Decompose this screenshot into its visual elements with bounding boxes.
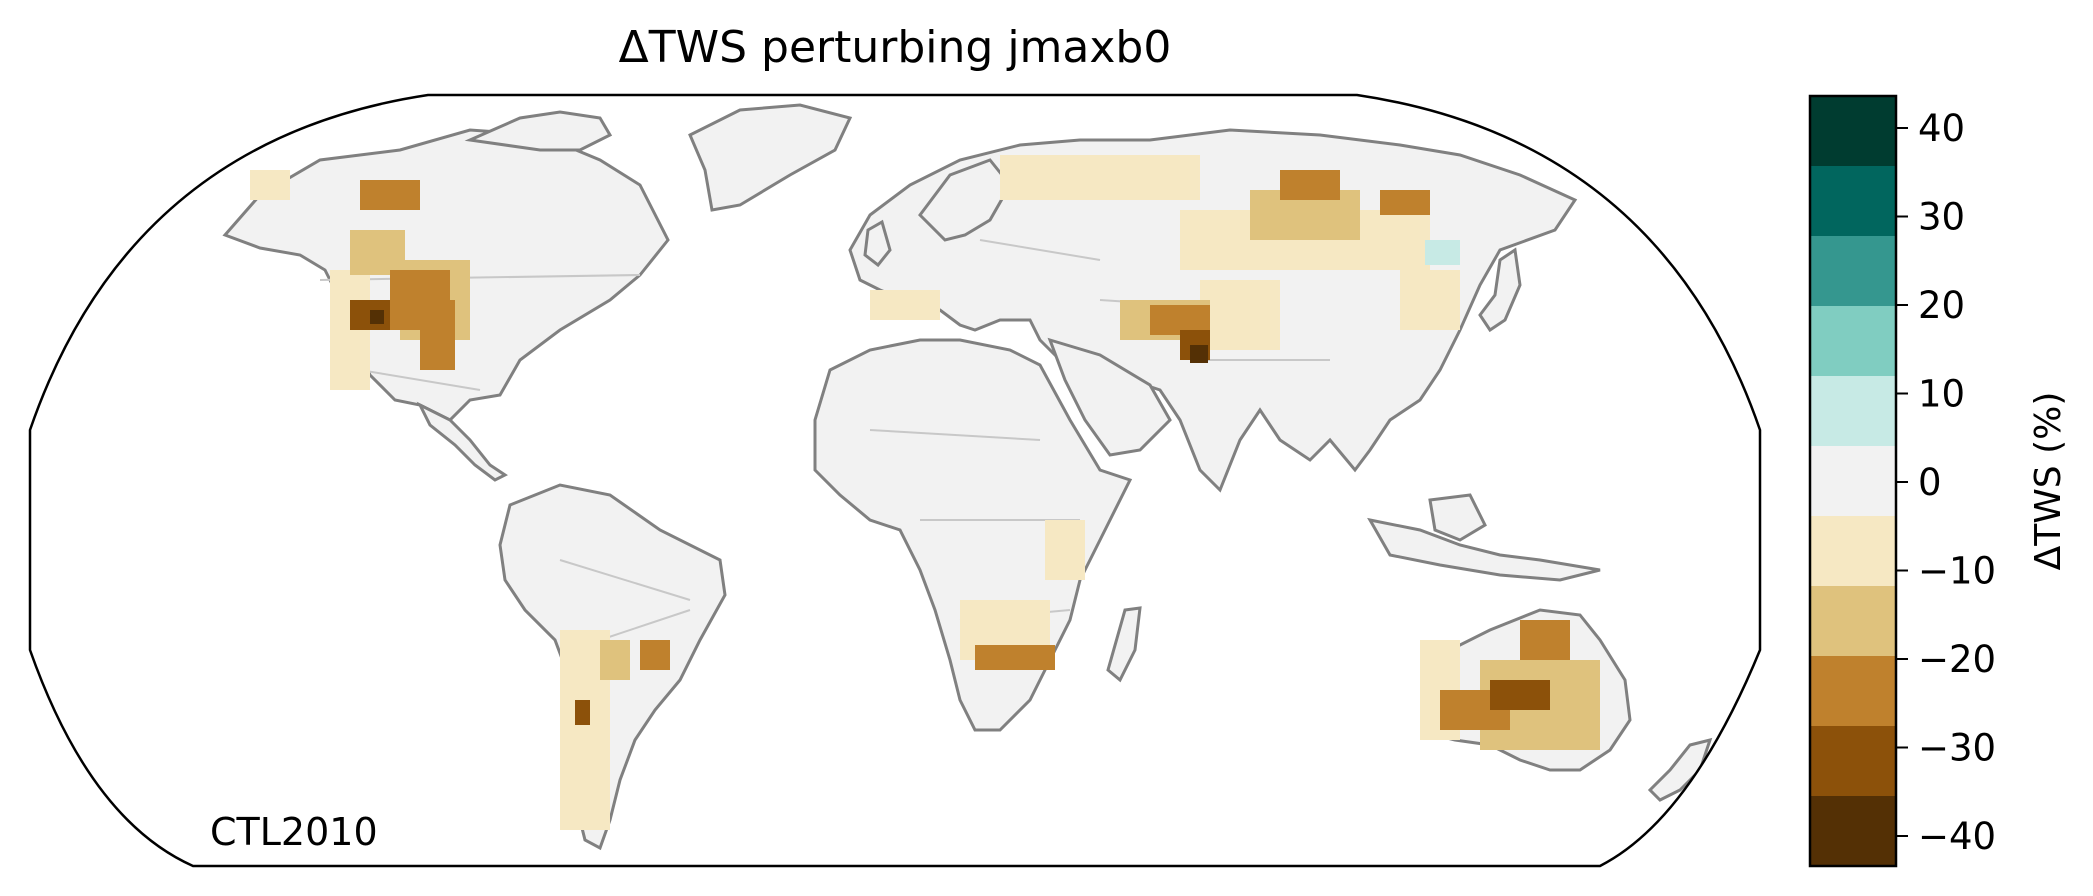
madagascar [1106,606,1142,683]
british-isles [863,219,892,268]
colorbar-bin [1810,306,1896,377]
colorbar-bin [1810,446,1896,517]
scenario-label: CTL2010 [210,810,378,854]
colorbar-tick-label: 0 [1918,461,1942,504]
colorbar-tick-label: 20 [1918,284,1965,327]
bin-minus-10 [250,155,1460,830]
arctic-islands [464,110,613,152]
central-america [416,401,508,482]
map-title: ΔTWS perturbing jmaxb0 [618,22,1172,73]
colorbar-bin [1810,796,1896,867]
colorbar-tick-label: −30 [1918,727,1996,770]
colorbar-bin [1810,96,1896,167]
colorbar-bin [1810,726,1896,797]
africa [813,338,1133,732]
colorbar-tick-label: 30 [1918,196,1965,239]
colorbar-bin [1810,376,1896,447]
tws-anomaly-cells [250,155,1600,830]
colorbar-tick-label: −40 [1918,815,1996,858]
greenland [688,103,853,212]
colorbar-bins [1810,96,1896,867]
map-frame [28,93,1762,868]
colorbar-bin [1810,166,1896,237]
bin-plus-10 [1425,240,1460,265]
colorbar-bin [1810,236,1896,307]
arabia [1047,337,1172,457]
colorbar-label: ΔTWS (%) [2028,392,2069,571]
japan [1478,247,1522,333]
borneo [1428,493,1487,542]
colorbar-bin [1810,656,1896,727]
colorbar-bin [1810,516,1896,587]
new-zealand [1647,737,1713,802]
indonesia [1367,517,1601,582]
colorbar-tick-label: −20 [1918,638,1996,681]
scandinavia [918,158,1012,242]
colorbar-ticks: 40 30 20 10 0 −10 −20 −30 −40 [1896,107,1996,858]
colorbar-tick-label: 10 [1918,373,1965,416]
colorbar-tick-label: 40 [1918,107,1965,150]
colorbar-bin [1810,586,1896,657]
colorbar-tick-label: −10 [1918,550,1996,593]
bin-extreme [370,310,1208,363]
